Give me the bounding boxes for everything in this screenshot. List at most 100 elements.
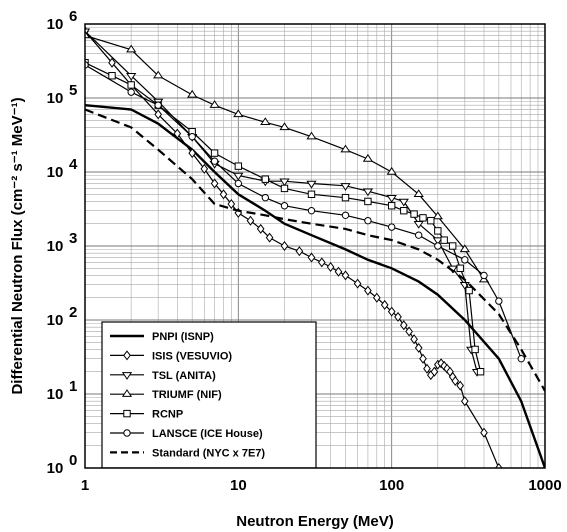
data-point (387, 223, 396, 231)
legend-box (101, 321, 317, 469)
data-point (362, 188, 374, 197)
data-point (234, 179, 243, 188)
data-point (108, 72, 116, 80)
data-point (307, 206, 316, 215)
data-point (154, 101, 162, 109)
data-point (233, 172, 244, 181)
data-point (364, 216, 372, 225)
y-tick-exponent: 6 (69, 8, 77, 25)
y-tick-label: 10 (47, 164, 64, 181)
data-point (386, 195, 397, 203)
data-point (317, 257, 326, 268)
data-point (386, 166, 397, 175)
data-point (465, 286, 473, 295)
data-point (295, 246, 304, 257)
data-point (419, 214, 427, 222)
data-point (108, 57, 116, 68)
data-point (456, 380, 465, 391)
series-6 (85, 61, 525, 363)
data-point (456, 264, 464, 272)
data-point (517, 354, 525, 363)
data-point (265, 232, 274, 243)
series-7 (85, 108, 545, 392)
legend-label: TSL (ANITA) (152, 370, 216, 382)
y-tick-exponent: 5 (69, 82, 77, 99)
data-point (326, 261, 335, 273)
y-tick-exponent: 2 (69, 304, 77, 321)
data-point (123, 429, 131, 437)
data-point (427, 216, 435, 225)
data-point (495, 297, 503, 305)
series-line (85, 62, 482, 372)
y-tick-label: 10 (47, 386, 64, 403)
data-point (341, 211, 350, 219)
data-point (432, 211, 443, 220)
legend-label: LANSCE (ICE House) (152, 428, 263, 440)
data-point (126, 73, 137, 81)
data-point (188, 148, 197, 159)
y-tick-exponent: 0 (69, 452, 77, 469)
data-point (154, 109, 163, 120)
data-point (410, 334, 418, 345)
data-point (210, 178, 219, 189)
data-point (280, 240, 289, 252)
y-tick-label: 10 (47, 460, 64, 477)
x-tick-label: 10 (230, 477, 247, 494)
data-point (434, 242, 442, 250)
data-point (341, 270, 350, 281)
x-axis-title: Neutron Energy (MeV) (236, 513, 394, 530)
y-axis-title: Differential Neutron Flux (cm⁻² s⁻¹ MeV⁻… (9, 97, 26, 394)
data-point (209, 100, 220, 108)
data-point (471, 345, 479, 354)
legend-label: PNPI (ISNP) (152, 331, 214, 343)
data-point (219, 189, 228, 200)
data-point (410, 210, 418, 218)
data-point (387, 306, 396, 317)
y-tick-exponent: 4 (69, 156, 78, 173)
data-point (260, 117, 271, 125)
data-point (210, 149, 219, 157)
data-point (227, 198, 236, 210)
data-point (494, 462, 503, 468)
data-point (399, 320, 408, 331)
x-tick-label: 1 (81, 477, 89, 494)
data-point (121, 389, 133, 397)
data-point (307, 190, 316, 198)
data-point (173, 128, 182, 139)
data-point (126, 44, 137, 53)
data-point (364, 285, 372, 296)
data-point (413, 189, 424, 197)
y-tick-label: 10 (47, 312, 64, 329)
data-point (200, 163, 209, 174)
data-point (451, 375, 460, 387)
data-point (85, 30, 91, 39)
data-point (123, 409, 131, 418)
data-point (362, 153, 374, 162)
data-point (400, 206, 408, 215)
data-point (85, 28, 91, 37)
y-tick-label: 10 (47, 90, 64, 107)
y-tick-exponent: 3 (69, 230, 77, 247)
data-point (364, 197, 372, 206)
series-4 (85, 30, 490, 283)
data-point (341, 193, 350, 202)
data-point (340, 144, 351, 153)
data-point (306, 180, 317, 189)
data-point (430, 366, 439, 377)
legend-label: Standard (NYC x 7E7) (152, 447, 265, 459)
y-tick-exponent: 1 (69, 378, 77, 395)
data-point (121, 372, 133, 380)
data-point (387, 202, 396, 210)
data-point (280, 184, 289, 193)
data-point (480, 427, 488, 438)
data-point (340, 183, 351, 191)
data-point (476, 368, 485, 376)
data-point (123, 350, 131, 361)
data-point (256, 223, 265, 234)
legend-label: ISIS (VESUVIO) (152, 350, 232, 362)
series-line (85, 108, 545, 392)
series-line (85, 64, 522, 359)
data-point (480, 271, 488, 280)
